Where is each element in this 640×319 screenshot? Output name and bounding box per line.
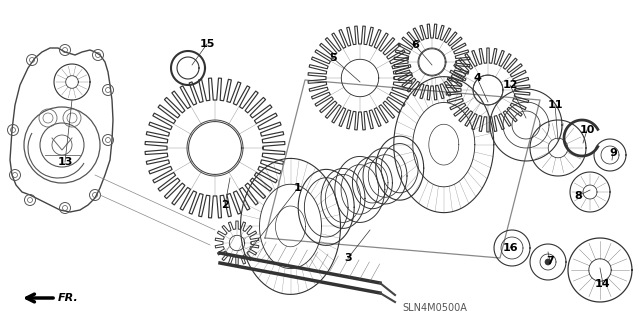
- Text: 7: 7: [546, 256, 554, 266]
- Text: 11: 11: [547, 100, 563, 110]
- Text: 8: 8: [574, 191, 582, 201]
- Text: 4: 4: [473, 73, 481, 83]
- Text: 14: 14: [595, 279, 611, 289]
- Text: 16: 16: [502, 243, 518, 253]
- Text: 10: 10: [579, 125, 595, 135]
- Text: 13: 13: [58, 157, 73, 167]
- Text: 12: 12: [502, 80, 518, 90]
- Text: 6: 6: [411, 40, 419, 50]
- Text: 1: 1: [294, 183, 302, 193]
- Text: 15: 15: [199, 39, 214, 49]
- Text: SLN4M0500A: SLN4M0500A: [403, 303, 467, 313]
- Circle shape: [545, 259, 551, 265]
- Text: FR.: FR.: [58, 293, 79, 303]
- Text: 9: 9: [609, 148, 617, 158]
- Text: 5: 5: [329, 53, 337, 63]
- Text: 3: 3: [344, 253, 352, 263]
- Text: 2: 2: [221, 200, 229, 210]
